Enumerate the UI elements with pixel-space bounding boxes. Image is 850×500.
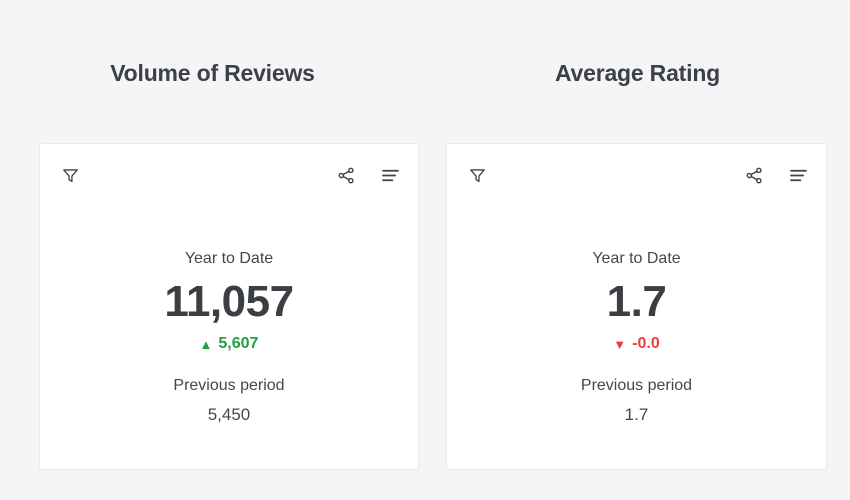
filter-funnel-icon[interactable] xyxy=(58,163,82,187)
filter-funnel-icon[interactable] xyxy=(465,163,489,187)
kpi-delta-indicator: ▼ -0.0 xyxy=(613,333,659,355)
kpi-previous-period-label: Previous period xyxy=(173,377,285,394)
kpi-delta-indicator: ▲ 5,607 xyxy=(200,333,259,355)
kpi-card-body: Year to Date 1.7 ▼ -0.0 Previous period … xyxy=(447,206,826,469)
kpi-card: Year to Date 11,057 ▲ 5,607 Previous per… xyxy=(39,143,419,470)
delta-up-arrow-icon: ▲ xyxy=(199,336,213,352)
kpi-primary-value: 1.7 xyxy=(606,277,667,326)
kpi-previous-period-value: 5,450 xyxy=(207,405,251,424)
kpi-panel-volume-of-reviews: Volume of Reviews xyxy=(39,60,419,470)
card-toolbar xyxy=(40,144,418,206)
kpi-previous-period-value: 1.7 xyxy=(624,405,649,424)
kpi-card-body: Year to Date 11,057 ▲ 5,607 Previous per… xyxy=(40,206,418,469)
share-nodes-icon[interactable] xyxy=(334,163,358,187)
kpi-delta-value: 5,607 xyxy=(218,335,259,352)
kpi-period-label: Year to Date xyxy=(592,250,681,267)
kpi-card: Year to Date 1.7 ▼ -0.0 Previous period … xyxy=(446,143,827,470)
delta-down-arrow-icon: ▼ xyxy=(613,336,627,352)
card-toolbar xyxy=(447,144,826,206)
share-nodes-icon[interactable] xyxy=(742,163,766,187)
kpi-delta-value: -0.0 xyxy=(632,335,660,352)
card-toolbar-actions xyxy=(334,163,402,187)
hamburger-menu-icon[interactable] xyxy=(378,163,402,187)
panel-title: Average Rating xyxy=(554,60,721,86)
hamburger-menu-icon[interactable] xyxy=(786,163,810,187)
panel-title: Volume of Reviews xyxy=(110,60,315,86)
kpi-period-label: Year to Date xyxy=(184,250,274,267)
kpi-primary-value: 11,057 xyxy=(164,277,294,326)
kpi-panel-average-rating: Average Rating xyxy=(425,0,850,500)
kpi-previous-period-label: Previous period xyxy=(580,377,693,394)
card-toolbar-actions xyxy=(742,163,810,187)
